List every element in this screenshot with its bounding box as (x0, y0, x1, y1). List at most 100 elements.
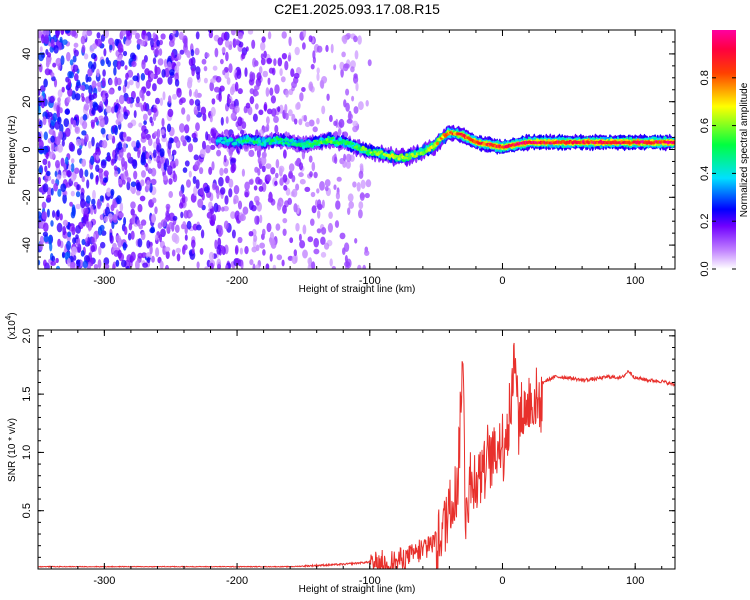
spectrogram-speckle (114, 76, 118, 87)
spectrogram-speckle (304, 121, 311, 128)
spectrogram-speckle (180, 135, 185, 143)
spectrogram-speckle (79, 85, 86, 91)
spectrogram-speckle (71, 204, 76, 214)
spectrogram-speckle (133, 170, 138, 180)
spectrogram-speckle (100, 127, 106, 135)
spectrogram-speckle (150, 37, 154, 48)
spectrogram-speckle (172, 215, 178, 221)
spectrogram-speckle (124, 226, 128, 235)
spectrogram-speckle (170, 51, 175, 62)
spectrogram-speckle (67, 257, 71, 267)
spectrogram-speckle (55, 160, 60, 169)
spectrogram-speckle (73, 255, 77, 261)
spectrogram-speckle (50, 135, 55, 143)
spectrogram-speckle (151, 255, 155, 263)
spectrogram-speckle (247, 106, 253, 116)
spectrogram-speckle (190, 49, 195, 57)
spectrogram-speckle (54, 121, 60, 130)
spectrogram-speckle (160, 228, 166, 238)
spectrogram-speckle (316, 117, 320, 125)
spectrogram-speckle (75, 203, 81, 210)
y-tick-label: 0.5 (21, 503, 33, 518)
spectrogram-speckle (56, 209, 60, 218)
spectrogram-speckle (353, 106, 359, 114)
spectrogram-speckle (249, 96, 255, 105)
spectrogram-speckle (277, 106, 281, 113)
spectrogram-speckle (81, 130, 87, 136)
spectrogram-speckle (51, 76, 56, 82)
spectrogram-speckle (357, 264, 362, 269)
spectrogram-speckle (241, 168, 245, 177)
spectrogram-speckle (113, 170, 119, 177)
spectrogram-ridge-cell (368, 148, 372, 152)
spectrogram-speckle (92, 102, 99, 111)
spectrogram-speckle (87, 76, 92, 82)
spectrogram-speckle (256, 148, 261, 158)
spectrogram-speckle (163, 58, 168, 68)
spectrogram-speckle (255, 176, 261, 185)
spectrogram-speckle (67, 231, 72, 238)
spectrogram-speckle (42, 116, 47, 126)
spectrogram-speckle (96, 200, 102, 210)
spectrogram-speckle (137, 252, 143, 259)
spectrogram-speckle (151, 197, 157, 204)
spectrogram-speckle (125, 265, 131, 269)
spectrogram-speckle (199, 247, 204, 255)
spectrogram-speckle (83, 103, 90, 111)
spectrogram-speckle (38, 177, 41, 185)
spectrogram-speckle (142, 145, 147, 153)
spectrogram-speckle (118, 178, 123, 185)
spectrogram-speckle (294, 118, 298, 125)
spectrogram-speckle (308, 81, 314, 92)
spectrogram-speckle (118, 94, 125, 105)
spectrogram-speckle (284, 60, 289, 71)
spectrogram-speckle (172, 93, 177, 100)
spectrogram-speckle (263, 103, 267, 111)
spectrogram-speckle (158, 48, 163, 56)
spectrogram-speckle (319, 79, 324, 89)
spectrogram-speckle (46, 170, 51, 177)
spectrogram-speckle (61, 86, 65, 93)
spectrogram-speckle (259, 242, 265, 249)
spectrogram-speckle (328, 211, 333, 219)
spectrogram-speckle (187, 77, 193, 84)
spectrogram-speckle (235, 258, 241, 264)
spectrogram-speckle (59, 36, 63, 43)
spectrogram-speckle (108, 89, 114, 95)
spectrogram-speckle (281, 31, 287, 39)
spectrogram-speckle (124, 169, 129, 177)
spectrogram-speckle (72, 237, 77, 245)
spectrogram-speckle (260, 41, 266, 51)
spectrogram-speckle (353, 75, 359, 84)
spectrogram-x-ticks: -300 -200 -100 0 100 (50, 30, 663, 287)
spectrogram-speckle (146, 152, 150, 159)
spectrogram-ridge-cell (222, 141, 226, 144)
spectrogram-speckle (313, 248, 320, 255)
spectrogram-speckle (248, 231, 254, 237)
spectrogram-speckle (165, 203, 171, 210)
spectrogram-ridge-cell (307, 144, 311, 148)
spectrogram-speckle (153, 141, 157, 149)
spectrogram-speckle (45, 152, 49, 160)
spectrogram-speckle (285, 89, 289, 98)
spectrogram-speckle (253, 85, 260, 91)
spectrogram-speckle (291, 188, 298, 198)
spectrogram-speckle (334, 156, 338, 164)
spectrogram-speckle (114, 153, 118, 162)
spectrogram-speckle (212, 214, 217, 222)
spectrogram-speckle (122, 131, 127, 138)
spectrogram-speckle (176, 253, 181, 262)
spectrogram-speckle (43, 222, 49, 232)
spectrogram-speckle (82, 120, 88, 130)
spectrogram-speckle (336, 176, 342, 182)
spectrogram-speckle (352, 125, 358, 133)
spectrogram-speckle (46, 208, 50, 218)
spectrogram-speckle (98, 246, 102, 256)
spectrogram-speckle (159, 157, 164, 164)
spectrogram-speckle (132, 75, 139, 82)
x-tick-label: -100 (359, 275, 381, 287)
spectrogram-speckle (123, 111, 129, 120)
spectrogram-speckle (88, 84, 93, 95)
spectrogram-speckle (130, 181, 137, 187)
